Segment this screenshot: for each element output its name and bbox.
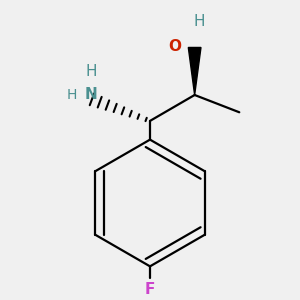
Text: F: F [145, 282, 155, 297]
Polygon shape [188, 47, 201, 95]
Text: H: H [193, 14, 205, 29]
Text: O: O [169, 38, 182, 53]
Text: N: N [85, 88, 97, 103]
Text: H: H [67, 88, 77, 102]
Text: H: H [85, 64, 97, 79]
